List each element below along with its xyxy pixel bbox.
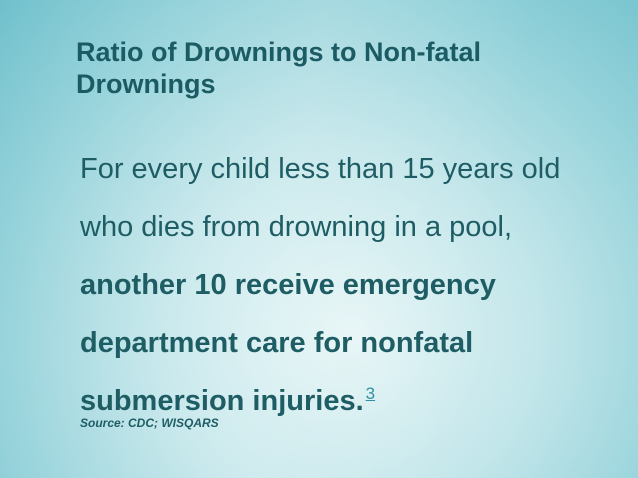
- source-citation: Source: CDC; WISQARS: [80, 416, 219, 430]
- body-plain-text: For every child less than 15 years old w…: [80, 153, 561, 243]
- footnote-link[interactable]: 3: [365, 384, 376, 404]
- body-bold-text: another 10 receive emergency department …: [80, 269, 496, 417]
- slide-title: Ratio of Drownings to Non-fatal Drowning…: [76, 37, 481, 99]
- slide-body: For every child less than 15 years old w…: [80, 140, 600, 430]
